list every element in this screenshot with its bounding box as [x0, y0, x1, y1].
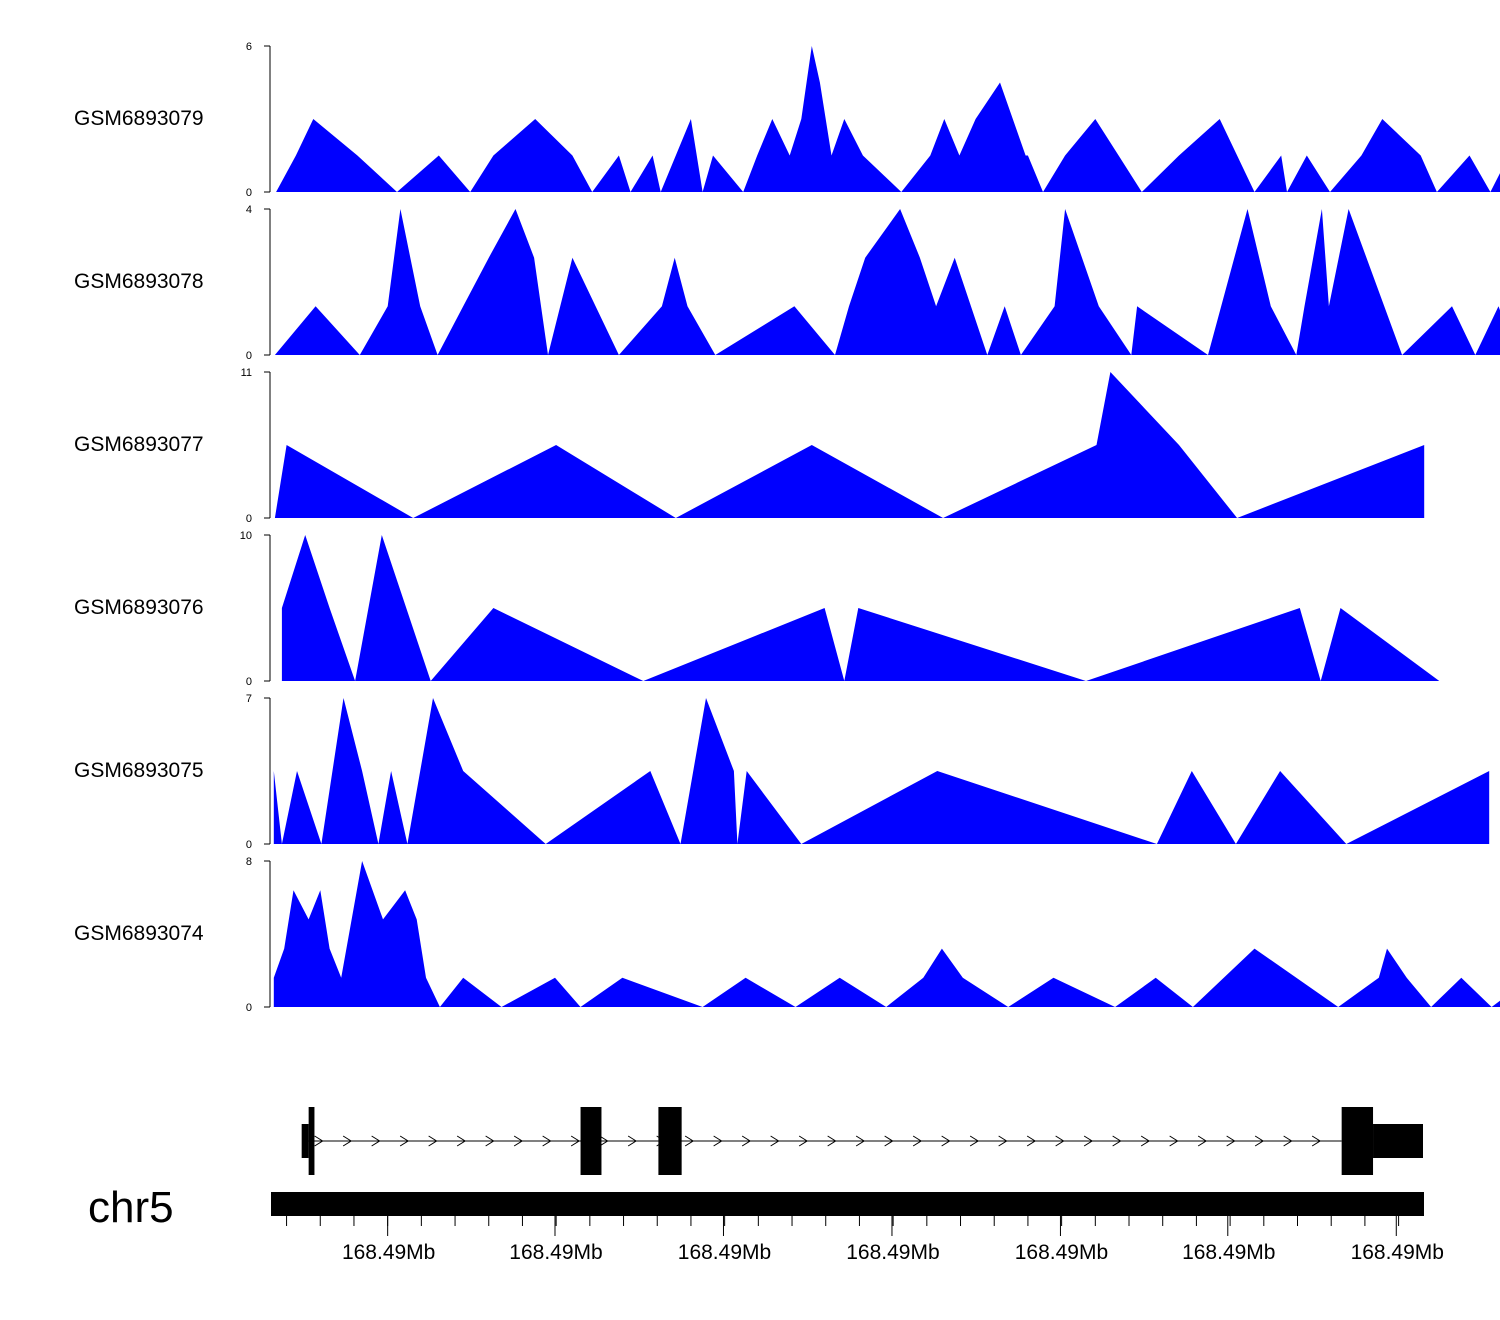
exon-block [580, 1107, 602, 1175]
strand-arrow [741, 1135, 752, 1147]
strand-arrow [1169, 1135, 1179, 1147]
track-label: GSM6893075 [74, 759, 204, 782]
coverage-track: GSM6893074 8 0 [74, 856, 1500, 1014]
coverage-tracks: GSM689307960GSM689307840GSM6893077110GSM… [74, 41, 1500, 1014]
strand-arrow [1026, 1135, 1037, 1147]
strand-arrow [428, 1135, 438, 1147]
strand-arrow [827, 1135, 837, 1147]
strand-arrow [570, 1135, 581, 1147]
chromosome-bar [271, 1192, 1424, 1216]
coverage-track: GSM6893075 7 0 [74, 693, 1490, 851]
strand-arrow [912, 1135, 923, 1147]
coverage-area [274, 372, 1425, 518]
gene-model-track [301, 1107, 1423, 1175]
strand-arrow [599, 1135, 609, 1147]
strand-arrow [770, 1135, 780, 1147]
strand-arrow [342, 1135, 353, 1147]
coverage-track: GSM6893076 10 0 [74, 530, 1440, 688]
utr-block [301, 1124, 309, 1158]
chromosome-label: chr5 [88, 1183, 174, 1232]
exon-block [1341, 1107, 1374, 1175]
strand-arrow [1283, 1135, 1293, 1147]
strand-arrow [1226, 1135, 1236, 1147]
coverage-area [273, 698, 1490, 844]
strand-arrow [1311, 1135, 1322, 1147]
track-label: GSM6893079 [74, 107, 204, 130]
utr-block [1373, 1124, 1423, 1158]
x-tick-label: 168.49Mb [1015, 1241, 1108, 1264]
track-label: GSM6893077 [74, 433, 204, 456]
x-tick-label: 168.49Mb [678, 1241, 771, 1264]
exon-block [658, 1107, 682, 1175]
y-tick-label: 0 [246, 676, 252, 688]
y-tick-label: 11 [241, 367, 252, 379]
y-tick-label: 0 [246, 350, 252, 362]
y-tick-label: 10 [240, 530, 252, 542]
exon-block [308, 1107, 315, 1175]
strand-arrow [969, 1135, 980, 1147]
y-tick-label: 0 [246, 1002, 252, 1014]
x-tick-label: 168.49Mb [1351, 1241, 1444, 1264]
track-label: GSM6893074 [74, 922, 204, 945]
strand-arrow [399, 1135, 410, 1147]
strand-arrow [627, 1135, 638, 1147]
y-tick-label: 0 [246, 187, 252, 199]
track-label: GSM6893076 [74, 596, 204, 619]
strand-arrow [941, 1135, 951, 1147]
x-tick-label: 168.49Mb [509, 1241, 602, 1264]
y-tick-label: 8 [246, 856, 252, 868]
strand-arrow [1083, 1135, 1094, 1147]
strand-arrow [513, 1135, 524, 1147]
y-tick-label: 0 [246, 513, 252, 525]
coverage-area [273, 861, 1500, 1007]
y-tick-label: 0 [246, 839, 252, 851]
coverage-area [274, 209, 1500, 355]
strand-arrow [371, 1135, 381, 1147]
strand-arrow [542, 1135, 552, 1147]
coverage-area [281, 535, 1440, 681]
strand-arrow [1055, 1135, 1065, 1147]
strand-arrow [1254, 1135, 1265, 1147]
strand-arrow [456, 1135, 467, 1147]
strand-arrow [1112, 1135, 1122, 1147]
coverage-track: GSM6893077 11 0 [74, 367, 1425, 525]
y-tick-label: 7 [246, 693, 252, 705]
strand-arrow [1140, 1135, 1151, 1147]
strand-arrow [884, 1135, 894, 1147]
strand-arrow [998, 1135, 1008, 1147]
x-tick-label: 168.49Mb [846, 1241, 939, 1264]
strand-arrow [713, 1135, 723, 1147]
chromosome-axis: chr5 168.49Mb 168.49Mb 168.49Mb 168.49Mb 168.… [88, 1183, 1444, 1264]
x-tick-label: 168.49Mb [1182, 1241, 1275, 1264]
strand-arrow [798, 1135, 809, 1147]
strand-arrow [855, 1135, 866, 1147]
strand-arrow [485, 1135, 495, 1147]
strand-arrow [314, 1135, 324, 1147]
coverage-track: GSM6893078 4 0 [74, 204, 1500, 362]
coverage-track: GSM6893079 6 0 [74, 41, 1500, 199]
strand-arrow [684, 1135, 695, 1147]
y-tick-label: 4 [246, 204, 252, 216]
track-label: GSM6893078 [74, 270, 204, 293]
x-tick-label: 168.49Mb [342, 1241, 435, 1264]
strand-arrow [1197, 1135, 1208, 1147]
coverage-area [276, 46, 1500, 192]
y-tick-label: 6 [246, 41, 252, 53]
